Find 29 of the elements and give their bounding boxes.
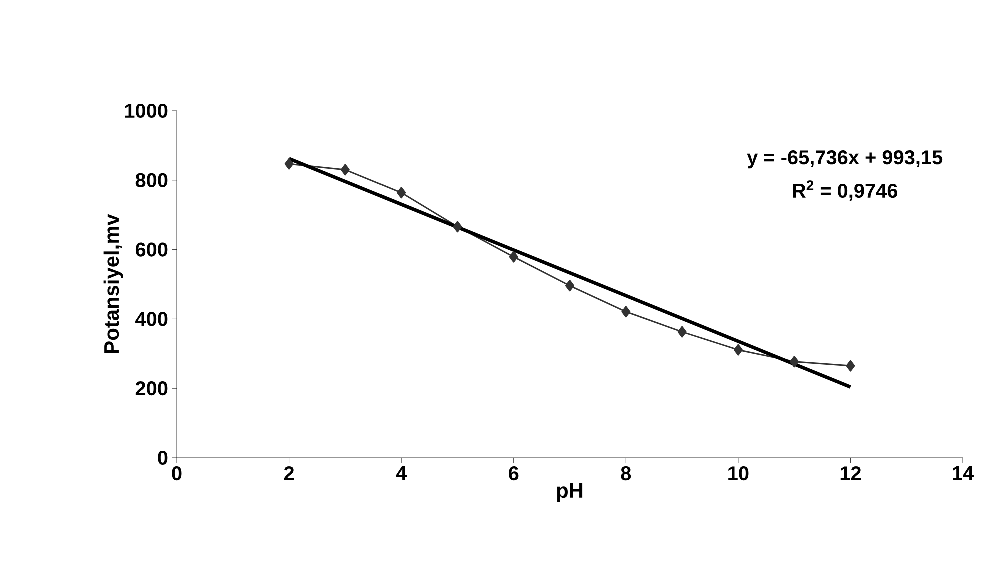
point xyxy=(734,344,743,356)
point xyxy=(397,187,406,199)
x-tick-label: 4 xyxy=(396,466,408,480)
point xyxy=(509,251,518,263)
point xyxy=(340,164,350,176)
x-tick-label: 10 xyxy=(728,466,749,481)
x-tick-label: 8 xyxy=(621,466,632,481)
y-axis-title: Potansiyel,mv xyxy=(104,214,124,354)
point xyxy=(566,280,575,292)
x-axis-title: pH xyxy=(557,483,583,502)
x-tick-label: 12 xyxy=(840,466,861,480)
point xyxy=(453,221,462,233)
annotation: R$^{2}$ = 0,9746 xyxy=(793,180,898,201)
point xyxy=(284,158,294,170)
annotation: y = -65,736x + 993,15 xyxy=(747,150,943,169)
y-tick-label: 0 xyxy=(158,450,168,466)
y-tick-label: 400 xyxy=(136,312,168,326)
x-tick-label: 6 xyxy=(509,466,519,481)
point xyxy=(846,360,856,372)
y-tick-label: 1000 xyxy=(125,104,168,118)
y-tick-label: 200 xyxy=(136,382,168,396)
point xyxy=(790,356,800,368)
y-tick-label: 800 xyxy=(136,173,168,188)
y-tick-label: 600 xyxy=(136,242,168,257)
x-tick-label: 2 xyxy=(284,466,294,480)
point xyxy=(622,306,631,318)
point xyxy=(678,326,687,338)
x-tick-label: 0 xyxy=(172,466,182,481)
x-tick-label: 14 xyxy=(953,466,974,480)
